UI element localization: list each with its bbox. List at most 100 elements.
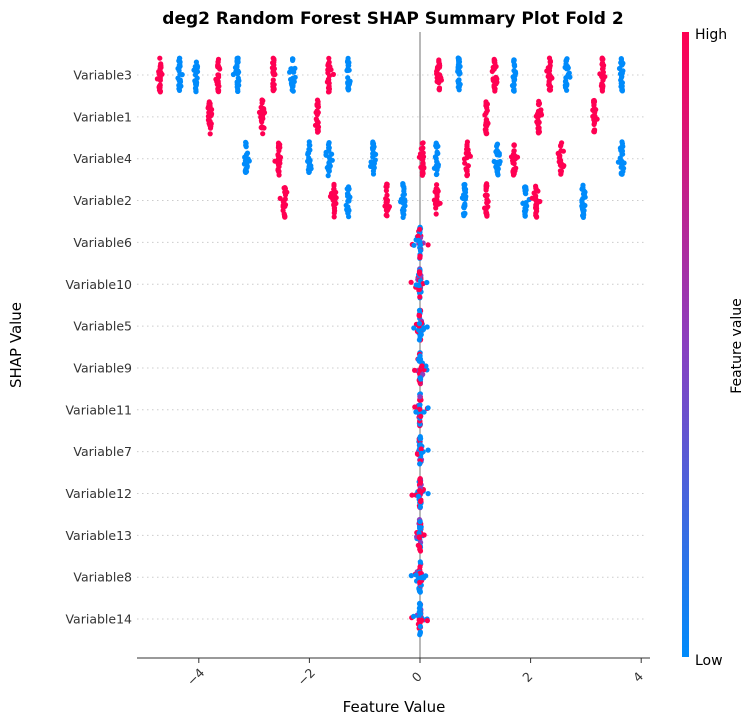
shap-point (579, 199, 585, 205)
shap-point (416, 307, 423, 313)
feature-label: Variable10 (65, 277, 132, 292)
shap-point-cluster (409, 476, 431, 511)
shap-point (491, 158, 497, 165)
shap-point (208, 112, 214, 118)
shap-point (559, 162, 565, 168)
shap-point (565, 73, 571, 79)
shap-point (600, 56, 606, 62)
shap-point (522, 208, 528, 214)
shap-point (535, 129, 541, 135)
shap-point (417, 248, 424, 254)
shap-point (272, 158, 278, 164)
shap-point-cluster (230, 55, 242, 94)
shap-point (547, 73, 553, 79)
shap-point (331, 214, 337, 220)
shap-point-cluster (175, 55, 185, 93)
shap-point (522, 212, 528, 218)
shap-point (277, 157, 283, 163)
shap-point (417, 354, 423, 361)
shap-point (417, 589, 423, 595)
x-tick-label: −4 (184, 665, 208, 689)
shap-point-cluster (529, 183, 543, 220)
shap-point (326, 59, 332, 65)
shap-point (328, 190, 335, 197)
feature-label: Variable1 (73, 109, 132, 124)
shap-point (619, 162, 625, 168)
shap-point (282, 196, 288, 202)
shap-point (416, 530, 422, 536)
shap-point (235, 88, 241, 94)
shap-point (511, 58, 517, 64)
shap-point (546, 82, 553, 88)
shap-point (417, 480, 423, 486)
shap-point (417, 564, 423, 570)
x-tick-label: 0 (409, 669, 425, 685)
shap-point (438, 77, 444, 83)
shap-point (484, 105, 490, 111)
shap-point-cluster (459, 181, 469, 219)
shap-point-cluster (434, 57, 444, 93)
shap-point (436, 59, 442, 65)
shap-point (282, 202, 288, 208)
shap-point (591, 128, 597, 135)
shap-point (619, 88, 626, 94)
shap-point (417, 271, 423, 277)
shap-point (345, 55, 351, 62)
shap-point (306, 142, 312, 148)
shap-point (215, 88, 221, 94)
shap-point (547, 59, 553, 65)
y-axis-label: SHAP Value (7, 302, 25, 388)
shap-point (425, 405, 431, 411)
shap-point (416, 617, 422, 623)
shap-point (538, 107, 544, 113)
shap-point (431, 165, 437, 171)
shap-point (494, 76, 500, 82)
shap-point (408, 279, 414, 285)
colorbar: High Low Feature value (682, 27, 745, 669)
shap-point (418, 450, 424, 456)
shap-point (534, 114, 540, 120)
shap-point (418, 575, 424, 581)
shap-point (433, 171, 439, 178)
shap-point (207, 101, 213, 107)
shap-point (455, 62, 461, 68)
shap-point-cluster (368, 139, 379, 177)
colorbar-low-label: Low (695, 653, 723, 669)
shap-point (326, 73, 333, 79)
shap-point (326, 166, 332, 172)
shap-point (456, 56, 462, 62)
shap-point (425, 242, 431, 248)
shap-point (413, 282, 419, 288)
shap-point (420, 150, 426, 156)
shap-point (417, 547, 423, 554)
shap-point-cluster (191, 59, 201, 95)
shap-point (306, 160, 312, 166)
shap-point (244, 164, 250, 170)
shap-point (483, 183, 489, 189)
shap-point (414, 451, 421, 457)
shap-point (417, 600, 423, 607)
shap-point (417, 294, 423, 300)
shap-point (315, 109, 321, 116)
shap-point (619, 171, 625, 177)
shap-point (555, 150, 561, 156)
shap-point (234, 81, 240, 87)
shap-point (523, 200, 529, 206)
shap-point (270, 55, 276, 61)
shap-point (434, 159, 440, 165)
shap-point (620, 143, 626, 150)
shap-point-cluster (409, 600, 430, 638)
shap-point (234, 62, 240, 68)
shap-point (418, 446, 424, 452)
shap-point-cluster (256, 97, 268, 137)
shap-point (546, 55, 553, 61)
shap-point (272, 71, 278, 77)
shap-point (276, 162, 282, 168)
shap-point (208, 107, 214, 113)
shap-point (326, 55, 332, 61)
shap-point (325, 173, 331, 179)
shap-point (346, 63, 352, 69)
shap-point (345, 198, 351, 204)
shap-point-cluster (305, 139, 314, 175)
